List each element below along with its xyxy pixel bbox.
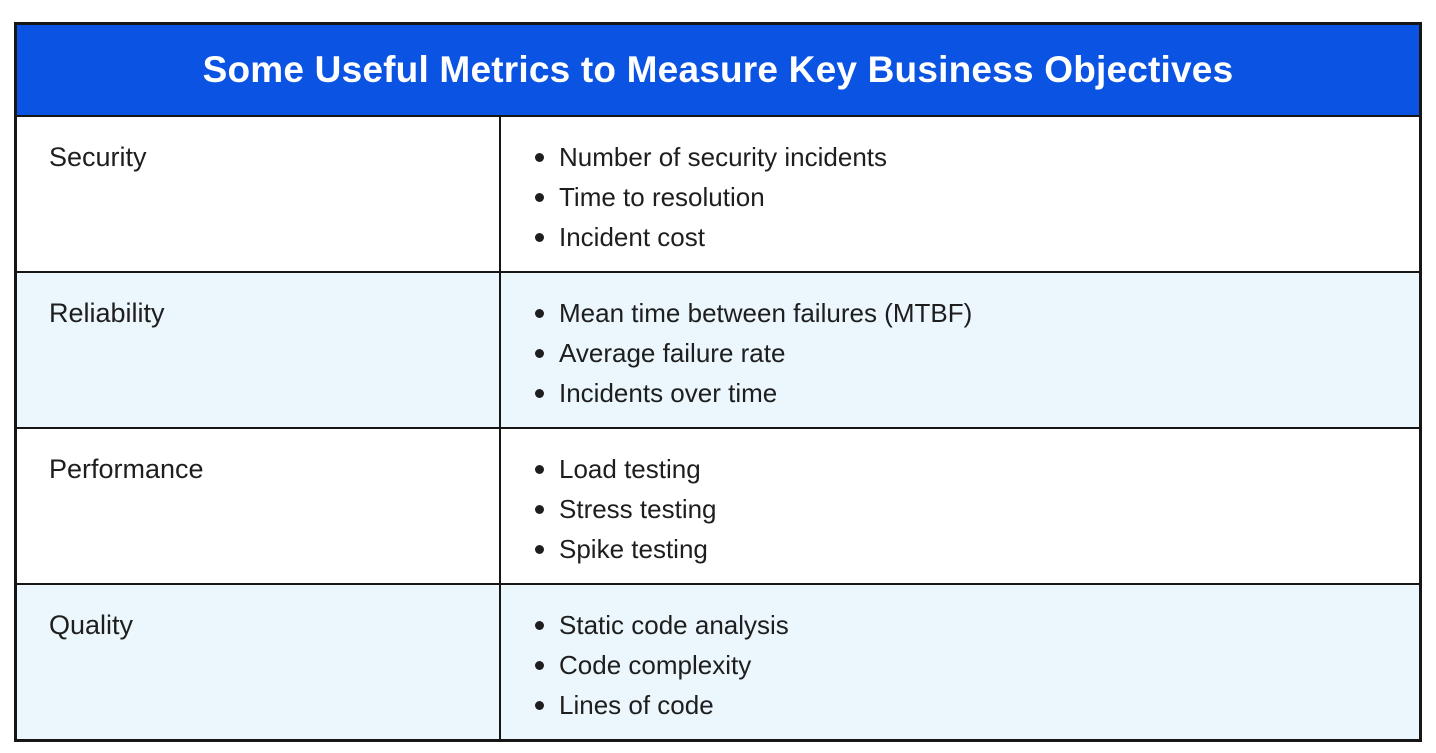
objective-label: Quality [49, 610, 134, 640]
metric-item: Lines of code [533, 685, 1403, 725]
metric-item: Static code analysis [533, 605, 1403, 645]
objective-cell: Performance [17, 429, 501, 583]
metrics-cell: Number of security incidents Time to reso… [501, 117, 1419, 271]
objective-label: Reliability [49, 298, 165, 328]
metrics-table: Some Useful Metrics to Measure Key Busin… [14, 22, 1422, 742]
metrics-list: Number of security incidents Time to reso… [533, 137, 1403, 257]
metric-item: Incidents over time [533, 373, 1403, 413]
metrics-list: Mean time between failures (MTBF) Average… [533, 293, 1403, 413]
metric-item: Code complexity [533, 645, 1403, 685]
table-row: Security Number of security incidents Time… [17, 115, 1419, 271]
metrics-list: Static code analysis Code complexity Lines… [533, 605, 1403, 725]
page-title: Some Useful Metrics to Measure Key Busin… [202, 49, 1234, 90]
metrics-list: Load testing Stress testing Spike testing [533, 449, 1403, 569]
objective-cell: Quality [17, 585, 501, 739]
metric-item: Average failure rate [533, 333, 1403, 373]
table-body: Security Number of security incidents Time… [17, 115, 1419, 739]
metric-item: Stress testing [533, 489, 1403, 529]
metrics-cell: Mean time between failures (MTBF) Average… [501, 273, 1419, 427]
metric-item: Incident cost [533, 217, 1403, 257]
table-row: Performance Load testing Stress testing Spi… [17, 427, 1419, 583]
metric-item: Time to resolution [533, 177, 1403, 217]
table-row: Reliability Mean time between failures (M… [17, 271, 1419, 427]
metric-item: Load testing [533, 449, 1403, 489]
objective-label: Security [49, 142, 147, 172]
metric-item: Spike testing [533, 529, 1403, 569]
metrics-cell: Static code analysis Code complexity Lines… [501, 585, 1419, 739]
table-title-band: Some Useful Metrics to Measure Key Busin… [17, 25, 1419, 115]
objective-cell: Reliability [17, 273, 501, 427]
metric-item: Number of security incidents [533, 137, 1403, 177]
metric-item: Mean time between failures (MTBF) [533, 293, 1403, 333]
objective-label: Performance [49, 454, 204, 484]
table-row: Quality Static code analysis Code complexi… [17, 583, 1419, 739]
objective-cell: Security [17, 117, 501, 271]
metrics-cell: Load testing Stress testing Spike testing [501, 429, 1419, 583]
